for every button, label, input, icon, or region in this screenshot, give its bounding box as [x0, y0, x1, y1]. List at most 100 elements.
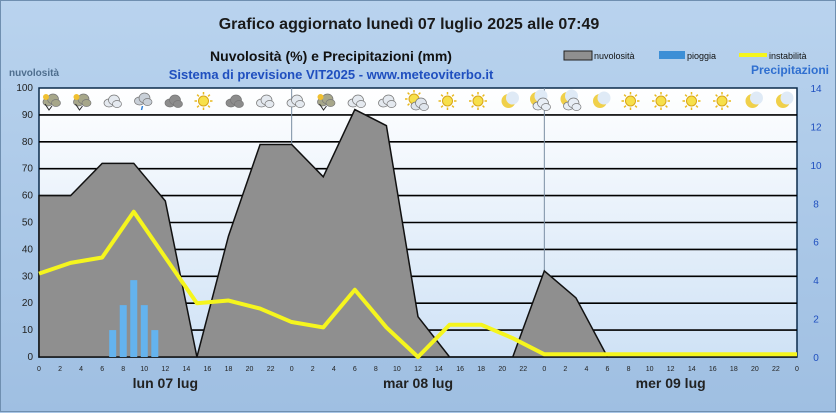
x-tick-label: 12 [161, 366, 169, 373]
legend-swatch-rain [659, 51, 685, 59]
left-tick-label: 40 [22, 244, 34, 255]
rain-bar [140, 305, 148, 357]
x-tick-label: 2 [311, 366, 315, 373]
sun-cloud-icon [405, 90, 429, 111]
right-axis-label: Precipitazioni [751, 63, 829, 77]
thunderstorm-icon [73, 93, 92, 111]
rain-icon [134, 92, 153, 111]
legend-swatch-cloud [563, 50, 593, 61]
x-tick-label: 20 [246, 366, 254, 373]
x-tick-label: 0 [37, 366, 41, 373]
left-tick-label: 70 [22, 164, 34, 175]
x-tick-label: 0 [795, 366, 799, 373]
right-tick-label: 8 [813, 199, 819, 210]
instability-line-layer [38, 209, 797, 359]
x-tick-label: 18 [730, 366, 738, 373]
left-tick-label: 0 [27, 352, 33, 363]
day-labels: lun 07 lug mar 08 lug mer 09 lug [133, 375, 706, 391]
left-tick-label: 10 [22, 325, 34, 336]
x-tick-label: 22 [267, 366, 275, 373]
x-tick-label: 16 [204, 366, 212, 373]
right-axis-ticks: 0 2 4 6 8 10 12 14 [810, 84, 822, 364]
x-tick-label: 6 [100, 366, 104, 373]
x-tick-label: 4 [584, 366, 588, 373]
x-tick-label: 6 [606, 366, 610, 373]
right-tick-label: 0 [813, 353, 819, 364]
weather-icons-row [42, 89, 794, 111]
thunderstorm-icon [317, 93, 336, 111]
x-tick-label: 16 [709, 366, 717, 373]
right-tick-label: 2 [813, 315, 819, 326]
sun-icon [194, 92, 213, 110]
moon-cloud-icon [560, 89, 582, 111]
x-tick-label: 14 [435, 366, 443, 373]
x-tick-label: 10 [140, 366, 148, 373]
left-tick-label: 20 [22, 298, 34, 309]
sun-icon [682, 92, 701, 110]
x-tick-label: 2 [58, 366, 62, 373]
cloud-icon [286, 94, 305, 108]
legend-label-instability: instabilità [769, 51, 807, 61]
x-tick-label: 12 [667, 366, 675, 373]
legend: nuvolosità pioggia instabilità [563, 50, 807, 61]
moon-icon [501, 91, 519, 108]
chart-subtitle: Nuvolosità (%) e Precipitazioni (mm) [210, 48, 452, 64]
x-axis-ticks: 0 2 4 6 8 10 12 14 16 18 20 22 0 2 4 6 8 10 12 14 16 18 20 22 0 2… [37, 366, 799, 373]
x-tick-label: 4 [332, 366, 336, 373]
x-tick-label: 8 [121, 366, 125, 373]
x-tick-label: 4 [79, 366, 83, 373]
sun-icon [438, 92, 457, 110]
x-tick-label: 12 [414, 366, 422, 373]
moon-icon [776, 91, 794, 108]
rain-bar [151, 330, 159, 357]
legend-label-rain: pioggia [687, 51, 716, 61]
overcast-icon [164, 94, 183, 108]
overcast-icon [225, 94, 244, 108]
day-label: lun 07 lug [133, 375, 198, 391]
sun-icon [469, 92, 487, 110]
left-tick-label: 90 [22, 110, 34, 121]
left-tick-label: 100 [16, 83, 33, 94]
x-tick-label: 16 [456, 366, 464, 373]
rain-bars-layer [109, 280, 159, 357]
moon-cloud-icon [530, 89, 551, 111]
x-tick-label: 0 [542, 366, 546, 373]
x-tick-label: 10 [393, 366, 401, 373]
x-tick-label: 8 [374, 366, 378, 373]
sun-icon [652, 92, 670, 110]
left-tick-label: 60 [22, 191, 34, 202]
x-tick-label: 18 [477, 366, 485, 373]
moon-icon [593, 91, 611, 108]
left-axis-ticks: 0 10 20 30 40 50 60 70 80 90 100 [16, 83, 33, 363]
thunderstorm-icon [42, 93, 61, 111]
day-label: mer 09 lug [636, 375, 706, 391]
left-tick-label: 50 [22, 218, 34, 229]
instability-line [38, 209, 797, 359]
legend-label-cloud: nuvolosità [594, 51, 635, 61]
x-tick-label: 14 [688, 366, 696, 373]
right-tick-label: 14 [810, 84, 822, 95]
cloud-icon [103, 94, 122, 108]
left-tick-label: 30 [22, 271, 34, 282]
x-tick-label: 20 [498, 366, 506, 373]
x-tick-label: 22 [772, 366, 780, 373]
x-tick-label: 2 [563, 366, 567, 373]
cloud-icon [347, 94, 366, 108]
cloud-icon [256, 94, 275, 108]
rain-bar [130, 280, 138, 357]
cloud-icon [378, 94, 397, 108]
x-tick-label: 10 [646, 366, 654, 373]
chart-source: Sistema di previsione VIT2025 - www.mete… [169, 67, 494, 82]
x-tick-label: 18 [225, 366, 233, 373]
sun-icon [621, 92, 640, 110]
right-tick-label: 10 [810, 161, 822, 172]
left-axis-label: nuvolosità [9, 68, 59, 79]
sun-icon [713, 92, 731, 110]
right-tick-label: 4 [813, 276, 819, 287]
day-label: mar 08 lug [383, 375, 453, 391]
rain-bar [109, 330, 117, 357]
x-tick-label: 20 [751, 366, 759, 373]
right-tick-label: 12 [810, 122, 822, 133]
